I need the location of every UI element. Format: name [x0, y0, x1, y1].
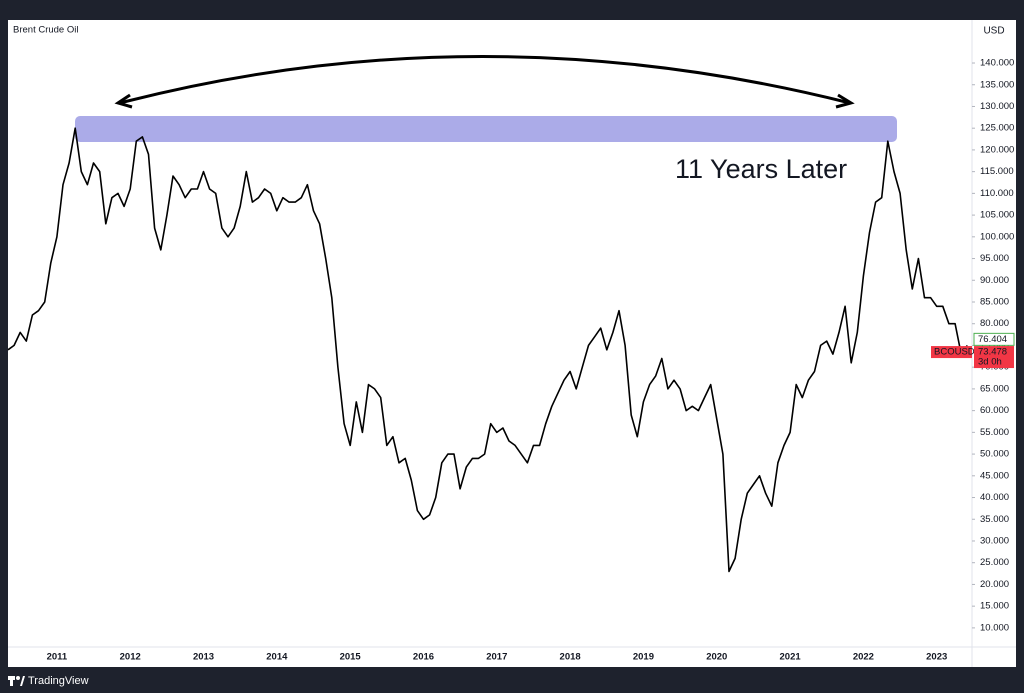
- y-tick-label: 40.000: [980, 492, 1009, 503]
- source-label: TradingView: [28, 675, 89, 687]
- x-tick-label: 2019: [633, 652, 654, 663]
- logo: [8, 676, 25, 686]
- y-tick-label: 10.000: [980, 622, 1009, 633]
- x-tick-label: 2018: [560, 652, 581, 663]
- arrow-head: [835, 93, 855, 109]
- chart-title: Brent Crude Oil: [13, 25, 78, 36]
- annotation: 11 Years Later: [675, 154, 847, 184]
- x-tick-label: 2023: [926, 652, 947, 663]
- y-tick-label: 125.000: [980, 123, 1014, 134]
- x-tick-label: 2015: [340, 652, 362, 663]
- currency-label: USD: [983, 26, 1004, 37]
- x-tick-label: 2014: [266, 652, 288, 663]
- y-tick-label: 50.000: [980, 449, 1009, 460]
- y-tick-label: 120.000: [980, 144, 1014, 155]
- x-tick-label: 2013: [193, 652, 214, 663]
- y-tick-label: 60.000: [980, 405, 1009, 416]
- y-tick-label: 95.000: [980, 253, 1009, 264]
- symbol-tag: [931, 346, 972, 359]
- y-tick-label: 85.000: [980, 297, 1009, 308]
- price-marker-label: 76.404: [978, 334, 1007, 345]
- y-tick-label: 20.000: [980, 579, 1009, 590]
- symbol-label: BCOUSD: [934, 347, 975, 358]
- plot: [7, 127, 968, 573]
- countdown-label: 3d 0h: [978, 357, 1002, 368]
- highlight-zone: [75, 116, 897, 142]
- price-marker: [974, 346, 1014, 369]
- y-tick-label: 135.000: [980, 79, 1014, 90]
- y-tick-label: 90.000: [980, 275, 1009, 286]
- x-tick-label: 2012: [120, 652, 141, 663]
- x-tick-label: 2011: [47, 652, 68, 663]
- y-tick-label: 115.000: [980, 166, 1014, 177]
- y-tick-label: 35.000: [980, 514, 1009, 525]
- arrow: [119, 55, 851, 105]
- x-tick-label: 2017: [486, 652, 507, 663]
- y-tick-label: 30.000: [980, 535, 1009, 546]
- price-marker: [973, 332, 1015, 346]
- y-tick-label: 55.000: [980, 427, 1009, 438]
- x-tick-label: 2021: [780, 652, 802, 663]
- y-tick-label: 65.000: [980, 383, 1009, 394]
- price-marker-label: 73.478: [978, 347, 1007, 358]
- y-tick-label: 130.000: [980, 101, 1014, 112]
- price-line: [7, 127, 968, 573]
- y-tick-label: 110.000: [980, 188, 1014, 199]
- x-tick-label: 2016: [413, 652, 434, 663]
- x-tick-label: 2020: [706, 652, 727, 663]
- y-tick-label: 100.000: [980, 231, 1014, 242]
- arrow-head: [114, 93, 133, 109]
- y-tick-label: 45.000: [980, 470, 1009, 481]
- y-tick-label: 140.000: [980, 58, 1014, 69]
- y-tick-label: 15.000: [980, 601, 1009, 612]
- y-tick-label: 80.000: [980, 318, 1009, 329]
- y-tick-label: 25.000: [980, 557, 1009, 568]
- x-tick-label: 2022: [853, 652, 874, 663]
- y-tick-label: 105.000: [980, 210, 1014, 221]
